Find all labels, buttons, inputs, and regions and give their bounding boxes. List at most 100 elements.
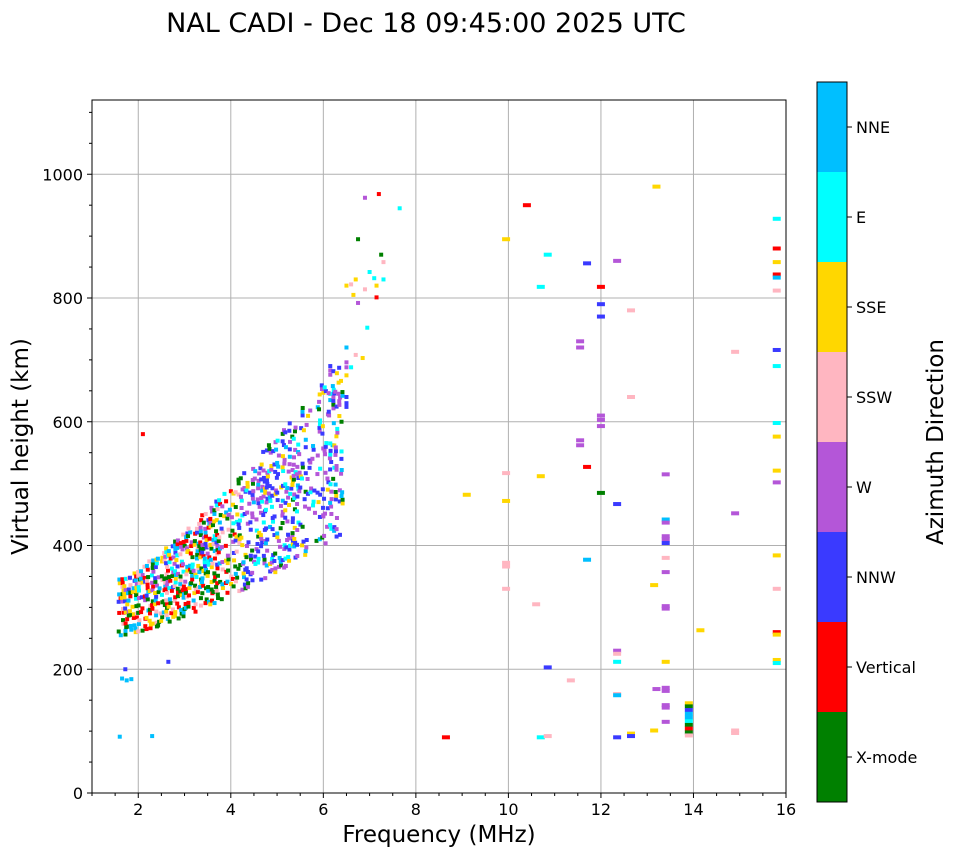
data-point xyxy=(275,438,280,443)
data-point xyxy=(334,467,339,472)
data-point xyxy=(261,494,266,499)
data-point xyxy=(344,373,349,378)
data-point xyxy=(283,556,288,561)
data-point xyxy=(251,500,256,505)
data-point xyxy=(228,489,233,494)
data-point xyxy=(164,609,169,614)
data-point xyxy=(136,570,141,575)
data-point xyxy=(167,552,172,557)
data-point xyxy=(319,387,324,392)
data-point xyxy=(264,563,269,568)
data-point xyxy=(229,515,234,520)
data-point xyxy=(188,567,193,572)
data-point xyxy=(209,565,214,570)
data-point xyxy=(167,560,172,565)
data-point xyxy=(127,609,132,614)
data-point xyxy=(151,584,156,589)
data-point xyxy=(772,586,781,591)
data-point xyxy=(613,693,622,698)
data-point xyxy=(217,498,222,503)
data-point xyxy=(237,518,242,523)
data-point xyxy=(257,471,262,476)
data-point xyxy=(158,611,163,616)
data-point xyxy=(271,553,276,558)
data-point xyxy=(215,547,220,552)
data-point xyxy=(303,489,308,494)
data-point xyxy=(311,499,316,504)
x-tick-label: 12 xyxy=(591,800,611,819)
data-point xyxy=(173,595,178,600)
data-point xyxy=(216,596,221,601)
data-point xyxy=(283,508,288,513)
data-point xyxy=(197,521,202,526)
data-point xyxy=(189,544,194,549)
data-point xyxy=(215,544,220,549)
data-point xyxy=(235,575,240,580)
data-point xyxy=(186,548,191,553)
data-point xyxy=(684,711,693,716)
data-point xyxy=(283,563,288,568)
data-point xyxy=(236,522,241,527)
data-point xyxy=(220,530,225,535)
data-point xyxy=(173,572,178,577)
data-point xyxy=(229,574,234,579)
data-point xyxy=(265,496,270,501)
data-point xyxy=(304,538,309,543)
data-point xyxy=(536,284,545,289)
data-point xyxy=(134,581,139,586)
data-point xyxy=(175,601,180,606)
data-point xyxy=(332,528,337,533)
data-point xyxy=(285,486,290,491)
data-point xyxy=(334,515,339,520)
data-point xyxy=(254,517,259,522)
data-point xyxy=(284,545,289,550)
data-point xyxy=(349,365,354,370)
y-axis-label: Virtual height (km) xyxy=(8,338,34,555)
data-point xyxy=(256,549,261,554)
data-point xyxy=(731,728,740,733)
data-point xyxy=(194,526,199,531)
data-point xyxy=(175,553,180,558)
data-point xyxy=(320,431,325,436)
data-point xyxy=(206,559,211,564)
data-point xyxy=(287,462,292,467)
data-point xyxy=(207,599,212,604)
data-point xyxy=(166,568,171,573)
data-point xyxy=(328,523,333,528)
data-point xyxy=(652,687,661,692)
data-point xyxy=(305,491,310,496)
data-point xyxy=(242,471,247,476)
data-point xyxy=(203,512,208,517)
data-point xyxy=(250,478,255,483)
data-point xyxy=(273,566,278,571)
data-point xyxy=(772,288,781,293)
data-point xyxy=(283,482,288,487)
data-point xyxy=(275,472,280,477)
data-point xyxy=(339,471,344,476)
data-point xyxy=(209,598,214,603)
data-point xyxy=(214,588,219,593)
data-point xyxy=(247,501,252,506)
data-point xyxy=(264,526,269,531)
data-point xyxy=(230,576,235,581)
data-point xyxy=(684,715,693,720)
data-point xyxy=(237,533,242,538)
data-point xyxy=(137,581,142,586)
data-point xyxy=(198,547,203,552)
colorbar-tick-label: W xyxy=(856,478,872,497)
data-point xyxy=(258,510,263,515)
data-point xyxy=(201,520,206,525)
data-point xyxy=(197,544,202,549)
data-point xyxy=(322,385,327,390)
data-point xyxy=(250,481,255,486)
data-point xyxy=(596,490,605,495)
data-point xyxy=(297,470,302,475)
data-point xyxy=(276,453,281,458)
data-point xyxy=(214,529,219,534)
data-point xyxy=(136,610,141,615)
colorbar-tick-label: NNW xyxy=(856,568,896,587)
data-point xyxy=(731,730,740,735)
data-point xyxy=(122,584,127,589)
data-point xyxy=(167,597,172,602)
data-point xyxy=(300,461,305,466)
